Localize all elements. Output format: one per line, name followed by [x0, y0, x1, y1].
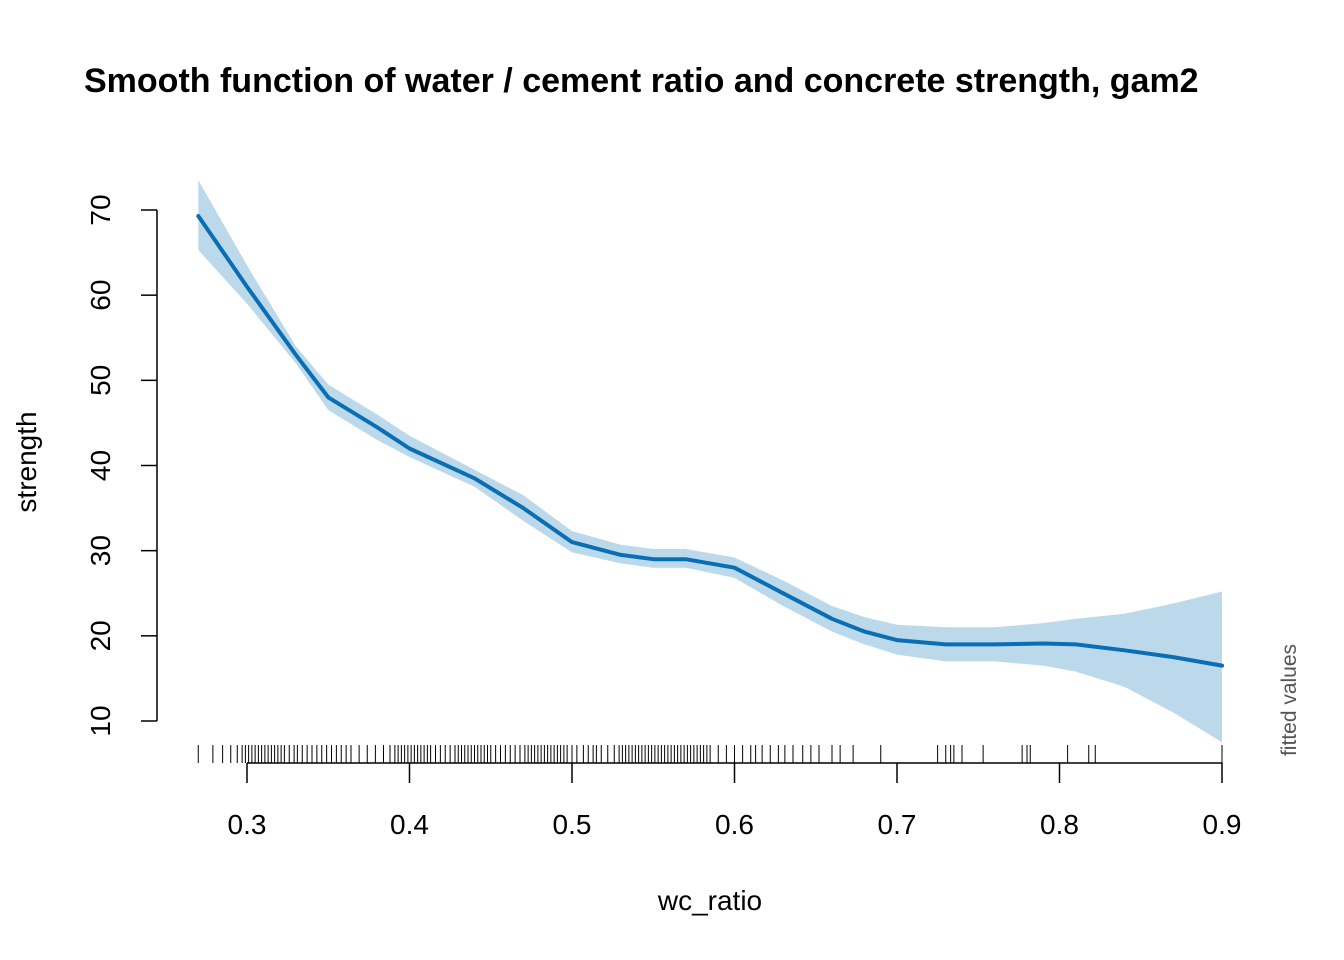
x-tick-label: 0.6: [715, 809, 754, 840]
x-axis-label: wc_ratio: [657, 885, 762, 916]
x-tick-label: 0.4: [390, 809, 429, 840]
x-tick-label: 0.8: [1040, 809, 1079, 840]
x-tick-label: 0.3: [228, 809, 267, 840]
rug-marks: [197, 745, 1223, 763]
x-tick-label: 0.9: [1203, 809, 1242, 840]
y-tick-label: 20: [85, 620, 116, 651]
confidence-band: [198, 180, 1223, 743]
x-tick-label: 0.7: [878, 809, 917, 840]
x-tick-label: 0.5: [553, 809, 592, 840]
y-tick-label: 50: [85, 365, 116, 396]
y-tick-label: 30: [85, 535, 116, 566]
y-tick-label: 60: [85, 280, 116, 311]
y-tick-label: 70: [85, 194, 116, 225]
y-tick-label: 40: [85, 450, 116, 481]
chart-title: Smooth function of water / cement ratio …: [84, 62, 1199, 100]
x-axis: 0.3 0.4 0.5 0.6 0.7 0.8 0.9: [228, 762, 1242, 840]
y-axis-label: strength: [11, 411, 42, 512]
fitted-line: [196, 214, 1224, 668]
fitted-values-label: fitted values: [1278, 644, 1301, 756]
y-axis: 10 20 30 40 50 60 70: [85, 194, 158, 737]
y-tick-label: 10: [85, 705, 116, 736]
